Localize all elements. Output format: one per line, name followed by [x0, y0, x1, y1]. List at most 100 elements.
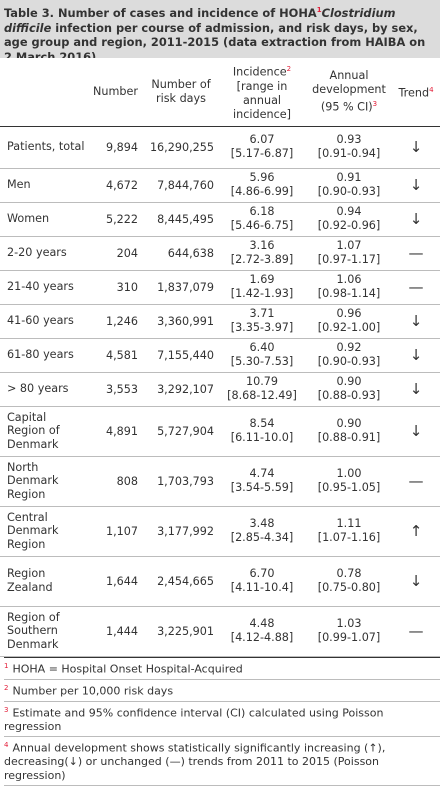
- cell-annual-development: 0.96 [0.92-1.00]: [317, 307, 381, 334]
- cell-risk-days: 5,727,904: [157, 424, 214, 438]
- caption-text: Table 3. Number of cases and incidence o…: [4, 5, 317, 20]
- cell-risk-days: 1,837,079: [157, 280, 214, 294]
- header-empty: [0, 58, 86, 126]
- cell-number: 1,444: [105, 624, 138, 638]
- trend-arrow-icon: ↓: [409, 346, 423, 364]
- cell-incidence: 8.54 [6.11-10.0]: [230, 417, 294, 444]
- row-label: 2-20 years: [7, 246, 67, 260]
- row-label: Patients, total: [7, 140, 85, 154]
- cell-incidence: 4.48 [4.12-4.88]: [230, 617, 294, 644]
- header-risk-days: Number of risk days: [151, 77, 211, 105]
- table-row: 61-80 years 4,581 7,155,440 6.40 [5.30-7.53]…: [0, 338, 440, 372]
- row-label: Region of Southern Denmark: [7, 610, 60, 651]
- cell-risk-days: 7,844,760: [157, 178, 214, 192]
- header-incidence: Incidence2 [range in annual incidence]: [232, 64, 292, 121]
- trend-arrow-icon: —: [408, 278, 424, 296]
- cell-risk-days: 3,360,991: [157, 314, 214, 328]
- cell-incidence: 6.40 [5.30-7.53]: [230, 341, 294, 368]
- cell-number: 4,891: [105, 424, 138, 438]
- trend-arrow-icon: ↓: [409, 138, 423, 156]
- cell-number: 9,894: [105, 140, 138, 154]
- trend-arrow-icon: ↓: [409, 176, 423, 194]
- cell-number: 1,644: [105, 574, 138, 588]
- table-row: North Denmark Region 808 1,703,793 4.74 [3.5…: [0, 456, 440, 506]
- cell-annual-development: 1.07 [0.97-1.17]: [317, 239, 381, 266]
- cell-number: 204: [116, 246, 138, 260]
- cell-number: 1,107: [105, 524, 138, 538]
- header-trend: Trend4: [398, 85, 434, 100]
- cell-number: 310: [116, 280, 138, 294]
- table-row: Patients, total 9,894 16,290,255 6.07 [5.17-…: [0, 126, 440, 168]
- row-label: North Denmark Region: [7, 460, 59, 501]
- caption-footnote-ref: 1: [316, 6, 322, 14]
- table-row: 21-40 years 310 1,837,079 1.69 [1.42-1.93] 1.…: [0, 270, 440, 304]
- cell-incidence: 6.07 [5.17-6.87]: [230, 133, 294, 160]
- cell-annual-development: 0.90 [0.88-0.93]: [317, 375, 381, 402]
- trend-arrow-icon: ↓: [409, 380, 423, 398]
- trend-arrow-icon: —: [408, 472, 424, 490]
- footnotes: 1 HOHA = Hospital Onset Hospital-Acquired…: [0, 656, 440, 786]
- cell-incidence: 3.48 [2.85-4.34]: [230, 517, 294, 544]
- cell-risk-days: 644,638: [167, 246, 214, 260]
- row-label: 21-40 years: [7, 280, 74, 294]
- header-row: Number Number of risk days Incidence2 [ra…: [0, 58, 440, 126]
- table-body: Patients, total 9,894 16,290,255 6.07 [5.17-…: [0, 126, 440, 656]
- cell-risk-days: 8,445,495: [157, 212, 214, 226]
- row-label: Capital Region of Denmark: [7, 410, 60, 451]
- incidence-table: Number Number of risk days Incidence2 [ra…: [0, 58, 440, 657]
- cell-incidence: 3.16 [2.72-3.89]: [230, 239, 294, 266]
- cell-incidence: 10.79 [8.68-12.49]: [227, 375, 297, 402]
- cell-risk-days: 7,155,440: [157, 348, 214, 362]
- cell-number: 4,672: [105, 178, 138, 192]
- footnote: 1 HOHA = Hospital Onset Hospital-Acquired: [4, 661, 243, 676]
- footnote: 4 Annual development shows statistically …: [4, 741, 386, 782]
- trend-arrow-icon: ↓: [409, 210, 423, 228]
- trend-arrow-icon: ↓: [409, 572, 423, 590]
- row-label: Region Zealand: [7, 567, 53, 594]
- footnote: 3 Estimate and 95% confidence interval (C…: [4, 705, 384, 733]
- cell-risk-days: 1,703,793: [157, 474, 214, 488]
- cell-annual-development: 0.90 [0.88-0.91]: [317, 417, 381, 444]
- row-label: 61-80 years: [7, 348, 74, 362]
- cell-annual-development: 1.00 [0.95-1.05]: [317, 467, 381, 494]
- table-row: Central Denmark Region 1,107 3,177,992 3.48…: [0, 506, 440, 556]
- cell-incidence: 1.69 [1.42-1.93]: [230, 273, 294, 300]
- cell-number: 3,553: [105, 382, 138, 396]
- cell-annual-development: 1.11 [1.07-1.16]: [317, 517, 381, 544]
- row-label: 41-60 years: [7, 314, 74, 328]
- table-caption: Table 3. Number of cases and incidence o…: [0, 0, 440, 58]
- cell-number: 1,246: [105, 314, 138, 328]
- table-row: Capital Region of Denmark 4,891 5,727,904 8…: [0, 406, 440, 456]
- cell-incidence: 6.70 [4.11-10.4]: [230, 567, 294, 594]
- cell-annual-development: 0.92 [0.90-0.93]: [317, 341, 381, 368]
- cell-number: 808: [116, 474, 138, 488]
- table-row: Region Zealand 1,644 2,454,665 6.70 [4.11-10…: [0, 556, 440, 606]
- cell-annual-development: 0.93 [0.91-0.94]: [317, 133, 381, 160]
- cell-incidence: 3.71 [3.35-3.97]: [230, 307, 294, 334]
- trend-arrow-icon: —: [408, 622, 424, 640]
- caption-organism: Clostridium difficile: [4, 5, 396, 35]
- cell-risk-days: 16,290,255: [149, 140, 214, 154]
- cell-annual-development: 1.06 [0.98-1.14]: [317, 273, 381, 300]
- trend-arrow-icon: —: [408, 244, 424, 262]
- table-row: Men 4,672 7,844,760 5.96 [4.86-6.99] 0.91 [0.9…: [0, 168, 440, 202]
- cell-incidence: 4.74 [3.54-5.59]: [230, 467, 294, 494]
- cell-risk-days: 2,454,665: [157, 574, 214, 588]
- table-row: > 80 years 3,553 3,292,107 10.79 [8.68-12.49…: [0, 372, 440, 406]
- cell-risk-days: 3,292,107: [157, 382, 214, 396]
- row-label: Central Denmark Region: [7, 510, 59, 551]
- cell-annual-development: 0.78 [0.75-0.80]: [317, 567, 381, 594]
- cell-annual-development: 0.91 [0.90-0.93]: [317, 171, 381, 198]
- cell-number: 5,222: [105, 212, 138, 226]
- row-label: Women: [7, 212, 50, 226]
- cell-number: 4,581: [105, 348, 138, 362]
- header-annual-development: Annual development (95 % CI)3: [312, 68, 386, 114]
- table-row: Region of Southern Denmark 1,444 3,225,901…: [0, 606, 440, 656]
- cell-risk-days: 3,225,901: [157, 624, 214, 638]
- cell-annual-development: 1.03 [0.99-1.07]: [317, 617, 381, 644]
- row-label: > 80 years: [7, 382, 69, 396]
- trend-arrow-icon: ↑: [409, 522, 423, 540]
- row-label: Men: [7, 178, 31, 192]
- trend-arrow-icon: ↓: [409, 312, 423, 330]
